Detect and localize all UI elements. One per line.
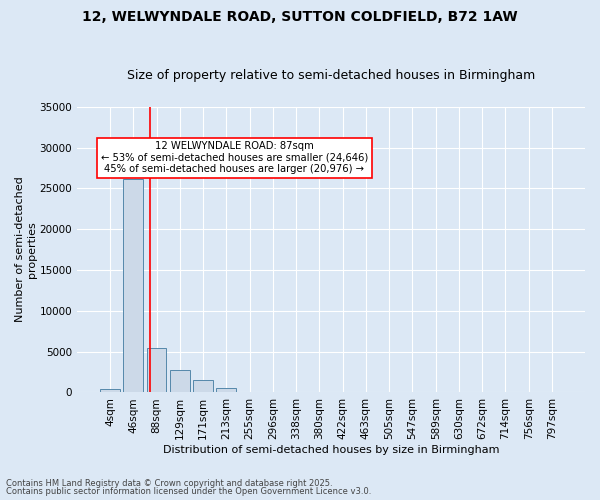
Bar (170, 370, 190, 392)
Text: Contains HM Land Registry data © Crown copyright and database right 2025.: Contains HM Land Registry data © Crown c… (6, 478, 332, 488)
Y-axis label: Number of semi-detached
properties: Number of semi-detached properties (15, 176, 37, 322)
Bar (217, 388, 236, 392)
Title: Size of property relative to semi-detached houses in Birmingham: Size of property relative to semi-detach… (127, 69, 535, 82)
Bar (193, 380, 213, 392)
Bar (100, 389, 120, 392)
Bar (124, 178, 143, 392)
Text: Contains public sector information licensed under the Open Government Licence v3: Contains public sector information licen… (6, 487, 371, 496)
Text: 12 WELWYNDALE ROAD: 87sqm
← 53% of semi-detached houses are smaller (24,646)
45%: 12 WELWYNDALE ROAD: 87sqm ← 53% of semi-… (101, 141, 368, 174)
X-axis label: Distribution of semi-detached houses by size in Birmingham: Distribution of semi-detached houses by … (163, 445, 499, 455)
Bar (146, 348, 166, 393)
Text: 12, WELWYNDALE ROAD, SUTTON COLDFIELD, B72 1AW: 12, WELWYNDALE ROAD, SUTTON COLDFIELD, B… (82, 10, 518, 24)
